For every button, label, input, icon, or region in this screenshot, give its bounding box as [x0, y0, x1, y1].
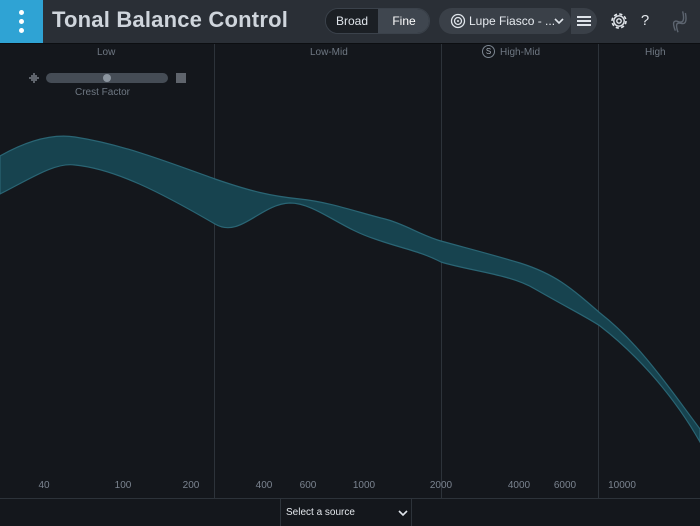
- band-divider[interactable]: [214, 44, 215, 498]
- preset-label: Lupe Fiasco - ...: [469, 14, 556, 28]
- crest-factor-handle[interactable]: [103, 74, 111, 82]
- dense-signal-icon: [176, 73, 186, 83]
- chevron-down-icon: [554, 18, 564, 25]
- frequency-tick: 600: [299, 480, 317, 491]
- frequency-tick: 4000: [507, 480, 531, 491]
- target-range-band: [0, 135, 700, 444]
- source-select-dropdown[interactable]: Select a source: [280, 499, 412, 526]
- gear-icon[interactable]: [607, 9, 631, 33]
- transient-icon: [29, 73, 39, 83]
- frequency-tick: 10000: [608, 480, 636, 491]
- help-button[interactable]: ?: [633, 9, 657, 33]
- frequency-tick: 6000: [553, 480, 577, 491]
- frequency-tick: 200: [182, 480, 200, 491]
- target-icon: [450, 13, 466, 29]
- frequency-tick: 2000: [429, 480, 453, 491]
- header-bar: Tonal Balance Control Broad Fine Lupe Fi…: [0, 0, 700, 44]
- band-label-low-mid: Low-Mid: [310, 47, 348, 58]
- view-mode-toggle: Broad Fine: [325, 8, 430, 34]
- frequency-tick: 40: [38, 480, 50, 491]
- app-title: Tonal Balance Control: [52, 7, 289, 32]
- chevron-down-icon: [398, 510, 408, 517]
- footer-bar: Select a source: [0, 498, 700, 526]
- target-range-curve: [0, 135, 700, 444]
- fine-view-button[interactable]: Fine: [378, 9, 429, 33]
- izotope-logo: [672, 11, 687, 33]
- spectrum-plot: Low Low-Mid S High-Mid High Crest Factor…: [0, 44, 700, 498]
- crest-factor-slider[interactable]: [46, 73, 168, 83]
- band-label-high: High: [645, 47, 666, 58]
- band-divider[interactable]: [441, 44, 442, 498]
- crest-factor-label: Crest Factor: [75, 87, 131, 98]
- target-preset-dropdown[interactable]: Lupe Fiasco - ...: [439, 8, 571, 34]
- broad-view-button[interactable]: Broad: [326, 9, 378, 33]
- main-menu-button[interactable]: [0, 0, 43, 43]
- solo-icon[interactable]: S: [482, 45, 495, 58]
- band-label-high-mid: High-Mid: [500, 47, 541, 58]
- help-icon: ?: [640, 12, 650, 29]
- frequency-tick: 400: [255, 480, 273, 491]
- frequency-tick: 1000: [352, 480, 376, 491]
- band-label-low: Low: [97, 47, 116, 58]
- source-select-label: Select a source: [286, 507, 355, 518]
- band-divider[interactable]: [598, 44, 599, 498]
- preset-list-button[interactable]: [571, 8, 597, 34]
- frequency-tick: 100: [114, 480, 132, 491]
